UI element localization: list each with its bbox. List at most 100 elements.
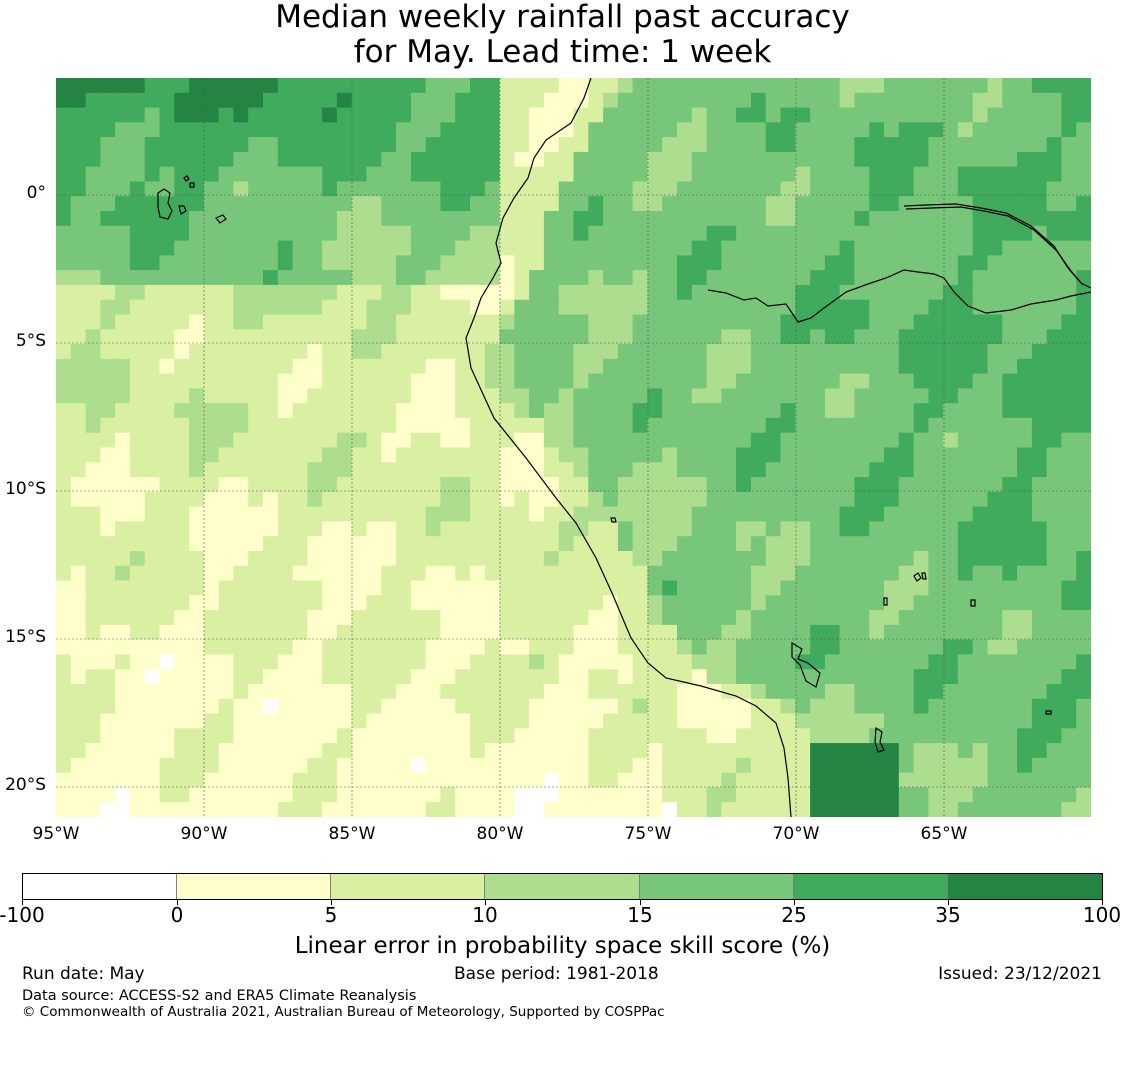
map-cell — [884, 728, 900, 744]
map-cell — [381, 491, 397, 508]
map-cell — [943, 447, 959, 463]
map-cell — [765, 432, 782, 449]
map-cell — [396, 373, 412, 389]
map-cell — [736, 196, 752, 212]
map-cell — [56, 181, 72, 197]
map-cell — [647, 772, 663, 789]
map-cell — [913, 521, 929, 537]
map-cell — [396, 787, 412, 803]
map-cell — [440, 491, 456, 508]
map-cell — [1076, 654, 1091, 670]
map-cell — [691, 284, 708, 301]
map-cell — [440, 580, 456, 596]
map-cell — [174, 521, 190, 537]
map-cell — [174, 728, 190, 744]
map-cell — [869, 477, 885, 493]
map-cell — [632, 181, 648, 197]
map-cell — [529, 639, 545, 655]
map-cell — [85, 536, 101, 552]
map-cell — [484, 314, 501, 330]
map-cell — [884, 654, 900, 670]
map-cell — [617, 151, 634, 168]
map-cell — [366, 580, 382, 596]
map-cell — [632, 595, 648, 611]
map-cell — [248, 624, 264, 641]
map-cell — [248, 225, 264, 242]
map-cell — [410, 477, 427, 493]
map-cell — [603, 107, 619, 123]
map-cell — [810, 757, 826, 774]
map-cell — [159, 240, 175, 256]
map-cell — [603, 166, 619, 183]
map-cell — [1017, 92, 1033, 109]
map-cell — [750, 802, 767, 817]
map-cell — [987, 639, 1003, 655]
map-cell — [100, 122, 116, 138]
map-cell — [307, 432, 323, 449]
map-cell — [277, 447, 294, 463]
colorbar-segment-5-10 — [331, 873, 485, 900]
map-cell — [987, 181, 1003, 197]
map-cell — [706, 669, 722, 685]
map-cell — [70, 698, 87, 715]
map-cell — [780, 107, 796, 123]
map-cell — [913, 270, 929, 286]
map-cell — [499, 462, 515, 478]
map-cell — [854, 684, 870, 700]
map-cell — [1031, 151, 1048, 168]
map-cell — [1031, 757, 1048, 774]
map-cell — [336, 447, 353, 463]
map-cell — [233, 417, 249, 434]
map-cell — [425, 78, 441, 94]
map-cell — [854, 417, 870, 434]
map-cell — [884, 565, 900, 582]
map-cell — [750, 122, 767, 138]
map-cell — [322, 432, 338, 449]
map-cell — [455, 477, 471, 493]
map-cell — [869, 92, 885, 109]
map-cell — [129, 684, 146, 700]
map-cell — [691, 491, 708, 508]
map-cell — [824, 639, 841, 655]
map-cell — [366, 462, 382, 478]
map-cell — [1046, 624, 1062, 641]
run-date: Run date: May — [22, 964, 145, 984]
map-cell — [706, 151, 722, 168]
map-cell — [366, 654, 382, 670]
map-cell — [1017, 417, 1033, 434]
map-cell — [410, 565, 427, 582]
map-cell — [1017, 787, 1033, 803]
map-cell — [1002, 314, 1018, 330]
map-cell — [854, 506, 870, 522]
map-cell — [691, 772, 708, 789]
map-cell — [381, 536, 397, 552]
map-cell — [588, 447, 604, 463]
map-cell — [1017, 137, 1033, 153]
map-cell — [1076, 403, 1091, 419]
map-cell — [248, 240, 264, 256]
map-cell — [543, 491, 560, 508]
map-cell — [381, 270, 397, 286]
map-cell — [765, 270, 782, 286]
map-cell — [1046, 284, 1062, 301]
map-cell — [706, 521, 722, 537]
map-cell — [292, 122, 308, 138]
map-cell — [558, 551, 575, 567]
map-cell — [263, 462, 279, 478]
map-cell — [307, 373, 323, 389]
map-cell — [189, 757, 205, 774]
map-cell — [470, 669, 486, 685]
map-cell — [410, 78, 427, 94]
map-cell — [159, 299, 175, 316]
map-cell — [972, 432, 989, 449]
map-cell — [292, 284, 308, 301]
map-cell — [233, 211, 249, 227]
map-cell — [144, 122, 161, 138]
map-cell — [573, 78, 589, 94]
map-cell — [396, 137, 412, 153]
map-cell — [189, 684, 205, 700]
map-cell — [898, 757, 915, 774]
map-cell — [484, 787, 501, 803]
map-cell — [1017, 743, 1033, 759]
map-cell — [144, 491, 161, 508]
